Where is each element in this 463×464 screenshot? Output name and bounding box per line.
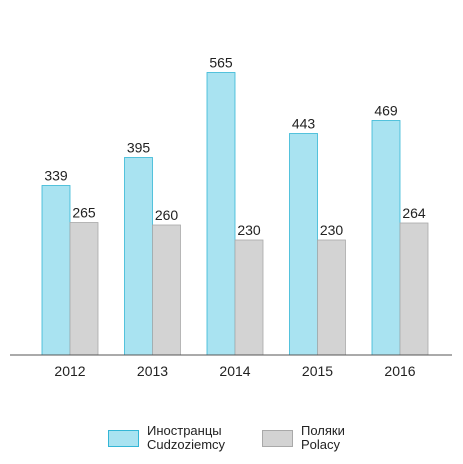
x-tick-label-2016: 2016 [384, 363, 415, 379]
value-labels-group: 339 265 395 260 565 230 443 230 469 264 [44, 55, 426, 239]
value-label-s2-2016: 264 [402, 205, 426, 221]
value-label-s2-2013: 260 [155, 207, 179, 223]
bars-group [41, 72, 429, 356]
bar-s1-2016 [371, 120, 401, 356]
legend-swatch-series-2 [262, 430, 293, 447]
value-label-s1-2012: 339 [44, 168, 68, 184]
bar-s1-2014 [206, 72, 236, 356]
bar-s2-2013 [152, 224, 181, 356]
x-tick-label-2014: 2014 [219, 363, 250, 379]
x-tick-label-2012: 2012 [54, 363, 85, 379]
legend-label-series-2-line-1: Поляки [301, 423, 345, 438]
legend-label-series-2: Поляки Polacy [301, 424, 345, 452]
bar-s1-2012 [41, 185, 71, 356]
bar-s2-2012 [69, 222, 99, 356]
value-label-s2-2014: 230 [237, 222, 261, 238]
value-label-s1-2016: 469 [374, 103, 398, 119]
x-tick-label-2013: 2013 [137, 363, 168, 379]
legend-label-series-1-line-2: Cudzoziemcy [147, 437, 226, 452]
bar-s2-2014 [234, 239, 264, 356]
bar-s1-2015 [289, 133, 318, 356]
legend: Иностранцы Cudzoziemcy Поляки Polacy [0, 424, 463, 464]
legend-label-series-2-line-2: Polacy [301, 437, 341, 452]
bar-s2-2016 [399, 222, 429, 356]
legend-item-series-2: Поляки Polacy [262, 424, 345, 452]
bar-s2-2015 [317, 239, 346, 356]
x-tick-label-2015: 2015 [302, 363, 333, 379]
value-label-s2-2012: 265 [72, 205, 96, 221]
value-label-s1-2014: 565 [209, 55, 233, 71]
legend-label-series-1: Иностранцы Cudzoziemcy [147, 424, 225, 452]
legend-label-series-1-line-1: Иностранцы [147, 423, 222, 438]
legend-item-series-1: Иностранцы Cudzoziemcy [108, 424, 225, 452]
value-label-s1-2015: 443 [292, 116, 316, 132]
bar-s1-2013 [124, 157, 153, 356]
value-label-s2-2015: 230 [320, 222, 344, 238]
legend-swatch-series-1 [108, 430, 139, 447]
x-tick-labels-group: 2012 2013 2014 2015 2016 [54, 363, 415, 379]
value-label-s1-2013: 395 [127, 140, 151, 156]
